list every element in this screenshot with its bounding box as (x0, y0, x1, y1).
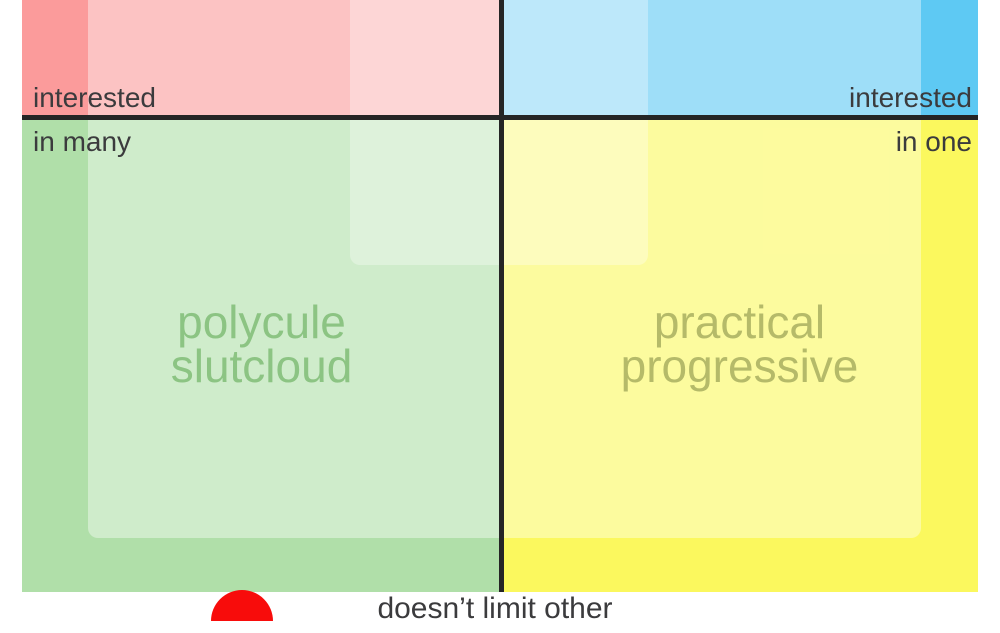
quadrant-top-right (501, 0, 978, 118)
quadrant-label-bottom-right-line2: progressive (620, 340, 859, 392)
quadrant-label-bottom-left-line1: polycule (177, 296, 346, 348)
y-axis-line (499, 0, 504, 592)
quadrant-label-bottom-right-line1: practical (653, 296, 826, 348)
quadrant-bottom-right (501, 118, 978, 592)
highlight-overlay-outer (88, 0, 921, 538)
x-axis-left-label-line2: in many (33, 126, 132, 157)
x-axis-right-label-line1: interested (849, 82, 972, 113)
x-axis-right-label-line2: in one (895, 126, 972, 157)
quadrant-label-bottom-left: polycule slutcloud (22, 296, 501, 392)
quadrant-bottom-left (22, 118, 501, 592)
quadrant-label-bottom-left-line2: slutcloud (170, 340, 353, 392)
x-axis-left-label-line1: interested (33, 82, 156, 113)
quadrant-label-bottom-right: practical progressive (501, 296, 978, 392)
y-axis-bottom-label: doesn’t limit other (377, 592, 613, 625)
quadrant-top-left (22, 0, 501, 118)
